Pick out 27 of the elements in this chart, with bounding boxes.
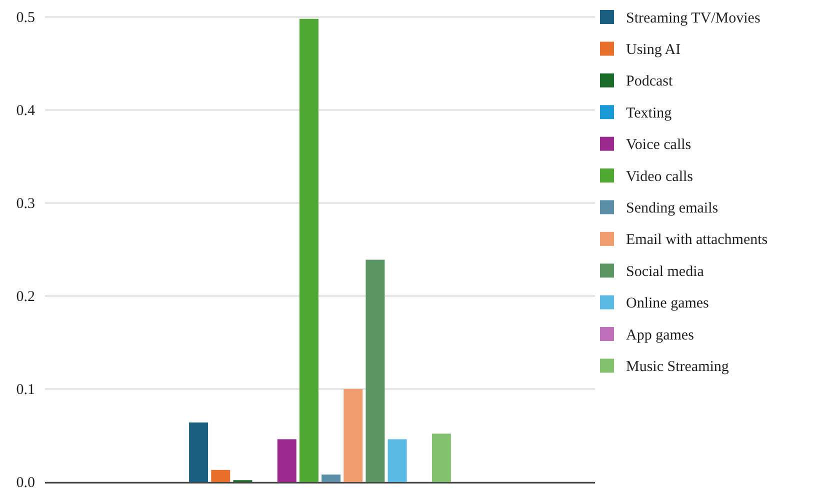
bar xyxy=(366,260,385,482)
y-tick-label: 0.4 xyxy=(16,102,36,119)
bar xyxy=(299,18,318,482)
legend-label: Email with attachments xyxy=(626,232,768,248)
legend-label: Video calls xyxy=(626,168,694,185)
y-tick-label: 0.0 xyxy=(16,474,35,491)
bar xyxy=(344,389,363,482)
bar xyxy=(322,474,341,482)
legend-label: App games xyxy=(626,327,694,344)
legend-label: Podcast xyxy=(626,74,674,90)
y-tick-label: 0.5 xyxy=(16,10,35,26)
legend-label: Voice calls xyxy=(626,137,692,154)
legend-label: Using AI xyxy=(626,42,681,58)
legend-label: Texting xyxy=(626,105,672,122)
legend-label: Sending emails xyxy=(626,200,718,216)
bar xyxy=(277,439,296,482)
y-tick-label: 0.2 xyxy=(16,288,35,305)
legend-label: Social media xyxy=(626,264,704,280)
y-tick-label: 0.3 xyxy=(16,196,35,212)
bar xyxy=(388,439,407,482)
bar xyxy=(189,422,208,482)
legend-label: Streaming TV/Movies xyxy=(626,10,760,26)
y-tick-label: 0.1 xyxy=(16,382,35,398)
bar xyxy=(432,434,451,482)
legend-label: Online games xyxy=(626,296,710,312)
legend-label: Music Streaming xyxy=(626,358,730,375)
bar xyxy=(211,470,230,482)
